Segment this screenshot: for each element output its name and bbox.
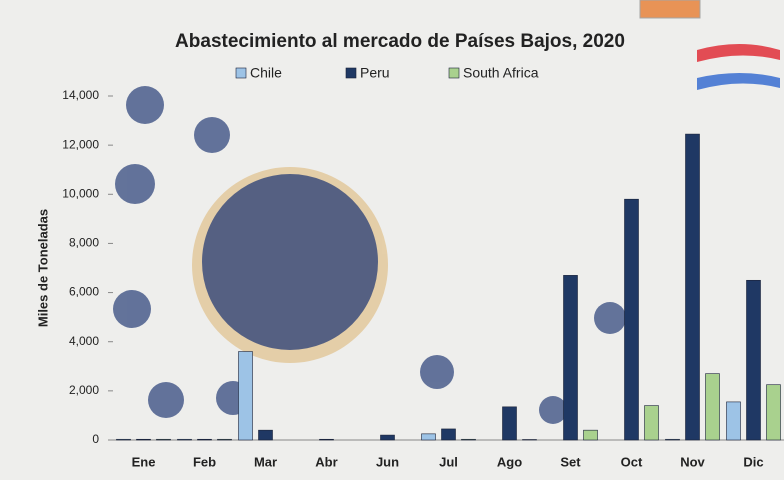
bar — [381, 435, 395, 440]
y-tick-label: 10,000 — [62, 186, 99, 200]
x-tick-label: Ene — [132, 454, 156, 469]
y-tick-label: 2,000 — [69, 383, 99, 397]
legend-label: Chile — [250, 65, 282, 81]
bar — [564, 275, 578, 440]
legend-swatch — [236, 68, 246, 78]
legend-swatch — [346, 68, 356, 78]
bar — [320, 439, 334, 440]
bar — [239, 352, 253, 440]
legend-swatch — [449, 68, 459, 78]
legend-label: Peru — [360, 65, 390, 81]
bar — [503, 407, 517, 440]
bar — [767, 385, 781, 440]
bar — [422, 434, 436, 440]
x-tick-label: Feb — [193, 454, 216, 469]
bar — [218, 439, 232, 440]
bar — [645, 406, 659, 440]
bar — [198, 439, 212, 440]
bar — [157, 439, 171, 440]
bar — [686, 134, 700, 440]
x-tick-label: Dic — [743, 454, 763, 469]
x-tick-label: Jun — [376, 454, 399, 469]
x-tick-label: Jul — [439, 454, 458, 469]
y-axis-label: Miles de Toneladas — [35, 209, 50, 327]
bar — [706, 374, 720, 440]
bar — [259, 430, 273, 440]
bar — [584, 430, 598, 440]
x-tick-label: Nov — [680, 454, 705, 469]
y-tick-label: 14,000 — [62, 88, 99, 102]
x-tick-label: Abr — [315, 454, 337, 469]
x-tick-label: Set — [560, 454, 581, 469]
y-tick-label: 6,000 — [69, 285, 99, 299]
chart-title: Abastecimiento al mercado de Países Bajo… — [175, 31, 625, 52]
y-tick-label: 12,000 — [62, 137, 99, 151]
bar — [747, 280, 761, 440]
bar — [727, 402, 741, 440]
x-tick-label: Oct — [621, 454, 643, 469]
bar — [666, 439, 680, 440]
bar — [442, 429, 456, 440]
bar — [625, 199, 639, 440]
bar — [462, 439, 476, 440]
legend-label: South Africa — [463, 65, 539, 81]
chart: Abastecimiento al mercado de Países Bajo… — [0, 0, 784, 480]
background — [0, 0, 784, 480]
bar — [178, 439, 192, 440]
y-tick-label: 8,000 — [69, 236, 99, 250]
y-tick-label: 4,000 — [69, 334, 99, 348]
bar — [117, 439, 131, 440]
bar — [137, 439, 151, 440]
x-tick-label: Ago — [497, 454, 522, 469]
x-tick-label: Mar — [254, 454, 277, 469]
y-tick-label: 0 — [92, 432, 99, 446]
